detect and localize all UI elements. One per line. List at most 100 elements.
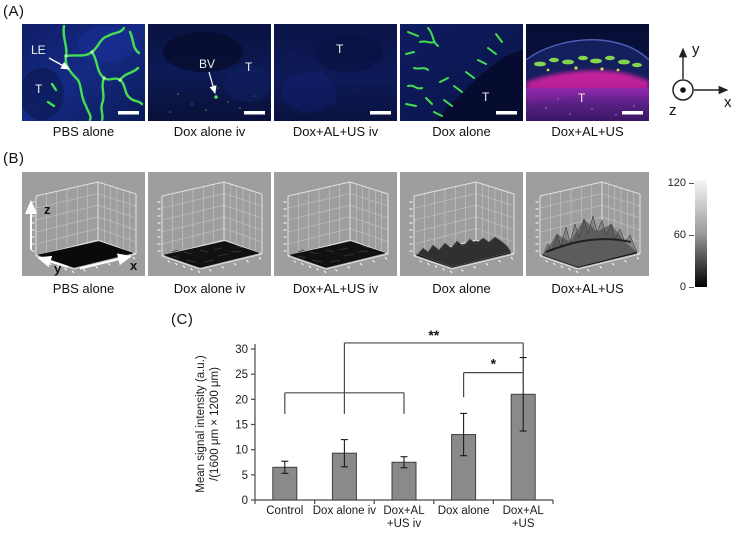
x-category-label: Dox+AL [503, 505, 545, 517]
x-category-label: Dox alone iv [313, 505, 377, 517]
green-vessel-band [534, 55, 642, 72]
colorbar-tickmark [689, 287, 694, 288]
z-axis-label: z [669, 102, 677, 119]
y-axis-label: y [54, 261, 62, 276]
x-axis-label: x [130, 258, 138, 273]
surface-plot-4 [400, 172, 523, 276]
significance-label: ** [428, 327, 439, 343]
colorbar-tickmark [689, 183, 694, 184]
signal-surface [37, 241, 134, 268]
surface-plot-caption: Dox+AL+US iv [292, 281, 379, 296]
colorbar-tick-mid: 60 [673, 229, 686, 241]
y-tick-label: 0 [242, 495, 248, 507]
surface-plot-2 [148, 172, 271, 276]
x-category-label: +US [512, 518, 535, 530]
surface-plot-5 [526, 172, 649, 276]
colorbar-tick-min: 0 [679, 281, 686, 293]
x-category-label: Control [266, 505, 303, 517]
surface-plot-caption: PBS alone [52, 281, 115, 296]
x-axis-label: x [724, 94, 732, 111]
signal-surface [415, 236, 512, 268]
x-category-label: +US iv [387, 518, 421, 530]
error-bar-2 [340, 439, 348, 468]
tumor-label: T [35, 82, 43, 96]
wall-gridlines [35, 184, 137, 254]
axis-tick-dashes [409, 201, 514, 274]
error-bar-5 [519, 357, 527, 432]
le-arrow [48, 57, 71, 70]
surface-plot-caption: Dox+AL+US [551, 281, 624, 296]
x-category-label: Dox alone [438, 505, 490, 517]
blood-vessel-speck [214, 95, 218, 99]
micrograph-caption: Dox+AL+US iv [292, 124, 379, 139]
bv-arrow [208, 71, 217, 95]
micrograph-dox-al-us: T [526, 24, 649, 121]
tumor-label: T [245, 60, 253, 74]
tissue-texture [293, 53, 375, 113]
scale-bar [622, 111, 643, 115]
bv-label: BV [199, 57, 215, 71]
y-axis-label: y [692, 41, 700, 58]
vessel-junction-highlights [64, 50, 122, 82]
y-axis-title-line2: /(1600 μm × 1200 μm) [209, 367, 221, 481]
signal-surface [289, 241, 386, 268]
micrograph-caption: Dox+AL+US [551, 124, 624, 139]
faint-vessel-specks [169, 87, 255, 113]
y-tick-label: 20 [235, 394, 248, 406]
colorbar-gradient [695, 180, 707, 287]
panel-b-label: (B) [3, 150, 25, 167]
scale-bar [118, 111, 139, 115]
lymphatic-vessel-fragments [405, 27, 503, 117]
micrograph-dox-alone: T [400, 24, 523, 121]
surface-plot-caption: Dox alone [432, 281, 491, 296]
x-axis-arrow [79, 253, 132, 270]
micrograph-caption: Dox alone iv [173, 124, 246, 139]
tumor-label: T [336, 42, 344, 56]
micrograph-caption: Dox alone [432, 124, 491, 139]
y-axis-title-line1: Mean signal intensity (a.u.) [195, 355, 207, 493]
wireframe-box [413, 181, 515, 270]
micrograph-caption: PBS alone [52, 124, 115, 139]
y-tick-label: 30 [235, 344, 248, 356]
y-tick-label: 15 [235, 420, 248, 432]
y-axis-arrow [37, 255, 69, 268]
micrograph-pbs-alone: LE T [22, 24, 145, 121]
error-bar-3 [400, 456, 408, 469]
signal-surface [541, 215, 638, 268]
axis-orientation-icon: y x z [652, 36, 734, 124]
significance-bracket [463, 372, 524, 398]
scale-bar [496, 111, 517, 115]
wall-gridlines [413, 184, 515, 254]
wall-gridlines [287, 184, 389, 254]
axis-tick-dashes [283, 201, 388, 274]
colorbar: 120 60 0 [652, 170, 734, 300]
panel-c-label: (C) [171, 311, 194, 328]
surface-plot-3 [274, 172, 397, 276]
axis-tick-dashes [535, 201, 640, 274]
colorbar-tick-max: 120 [667, 177, 686, 189]
tumor-label: T [482, 90, 490, 104]
le-label: LE [31, 43, 46, 57]
panel-a-label: (A) [3, 3, 25, 20]
error-bar-4 [460, 412, 468, 457]
z-axis-label: z [44, 202, 51, 217]
axis-tick-dashes [157, 201, 262, 274]
scale-bar [370, 111, 391, 115]
y-tick-label: 10 [235, 445, 248, 457]
tumor-label: T [578, 91, 586, 105]
y-tick-label: 25 [235, 369, 248, 381]
colorbar-tickmark [689, 235, 694, 236]
significance-bracket [284, 342, 524, 414]
tumor-region [436, 50, 523, 121]
surface-plot-caption: Dox alone iv [173, 281, 246, 296]
x-category-label: Dox+AL [383, 505, 425, 517]
error-bar-1 [281, 460, 289, 474]
signal-surface [163, 241, 260, 268]
micrograph-dox-al-us-iv: T [274, 24, 397, 121]
tissue-texture [544, 97, 636, 117]
scale-bar [244, 111, 265, 115]
y-tick-label: 5 [242, 470, 248, 482]
lower-tissue [526, 88, 649, 121]
